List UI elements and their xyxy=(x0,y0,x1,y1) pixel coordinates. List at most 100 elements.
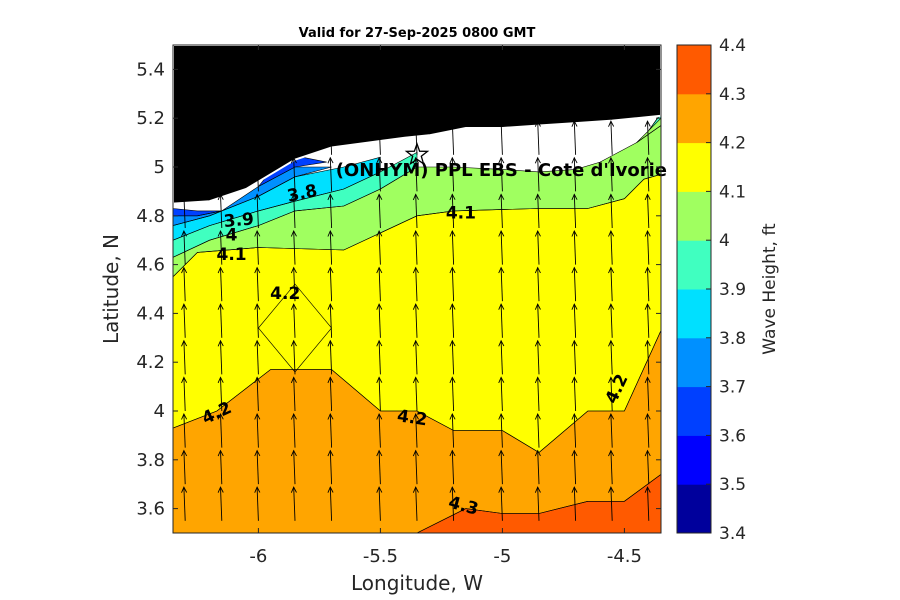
vector-arrow xyxy=(412,193,419,229)
contour-band-3.9 xyxy=(173,152,417,258)
vector-arrow xyxy=(412,449,419,485)
vector-arrow xyxy=(254,449,261,485)
vector-arrow xyxy=(217,120,224,155)
vector-arrow xyxy=(449,449,456,485)
y-tick-label: 4.2 xyxy=(136,352,165,373)
vector-arrow xyxy=(412,376,419,412)
vector-arrow xyxy=(498,412,505,448)
vector-arrow xyxy=(498,229,505,265)
colorbar-swatch xyxy=(677,240,711,290)
contour-line xyxy=(648,112,661,131)
x-tick-label: -5.5 xyxy=(363,546,398,567)
colorbar-tick-label: 3.6 xyxy=(719,426,746,446)
vector-arrow xyxy=(534,449,541,485)
x-axis: -6 -5.5 -5 -4.5 xyxy=(249,45,642,567)
vector-arrow xyxy=(644,266,651,302)
vector-arrow xyxy=(449,339,456,375)
vector-arrow xyxy=(571,266,578,302)
vector-arrow xyxy=(290,486,297,521)
vector-arrow xyxy=(254,339,261,375)
vector-arrow xyxy=(412,339,419,375)
vector-arrow xyxy=(254,266,261,302)
y-axis: 3.6 3.8 4 4.2 4.4 4.6 4.8 5 5.2 5.4 xyxy=(136,59,661,520)
vector-arrow xyxy=(217,339,224,375)
vector-arrow xyxy=(290,449,297,485)
contour-band-3.6 xyxy=(173,208,222,216)
vector-arrow xyxy=(498,303,505,338)
vector-arrow xyxy=(534,229,541,265)
vector-arrow xyxy=(376,376,383,412)
vector-arrow xyxy=(412,303,419,338)
contour-band-4.1 xyxy=(173,174,661,453)
vector-arrow xyxy=(217,376,224,412)
vector-arrow xyxy=(327,229,334,265)
vector-arrow xyxy=(644,486,651,521)
colorbar-swatch xyxy=(677,484,711,534)
vector-arrow xyxy=(254,156,261,192)
vector-arrow xyxy=(181,120,188,155)
vector-arrow xyxy=(571,156,578,192)
vector-arrow xyxy=(608,303,615,338)
vector-arrow xyxy=(449,229,456,265)
vector-arrow xyxy=(644,303,651,338)
vector-arrow xyxy=(217,266,224,302)
contour-line xyxy=(636,112,661,143)
vector-arrow xyxy=(608,486,615,521)
vector-arrow xyxy=(217,193,224,229)
colorbar-label: Wave Height, ft xyxy=(760,223,780,355)
vector-arrow xyxy=(290,266,297,302)
vector-arrow xyxy=(449,376,456,412)
vector-arrow xyxy=(181,266,188,302)
vector-arrow xyxy=(217,156,224,192)
colorbar-swatch xyxy=(677,435,711,485)
vector-arrow xyxy=(608,449,615,485)
y-axis-label: Latitude, N xyxy=(99,234,123,344)
vector-arrow xyxy=(376,303,383,338)
vector-arrow xyxy=(290,156,297,192)
station-label: (ONHYM) PPL EBS - Cote d'Ivorie xyxy=(336,160,667,181)
vector-arrow xyxy=(608,156,615,192)
vector-arrow xyxy=(571,486,578,521)
vector-arrow xyxy=(608,339,615,375)
vector-arrow xyxy=(290,229,297,265)
colorbar-tick-label: 3.9 xyxy=(719,280,746,300)
vector-arrow xyxy=(498,449,505,485)
vector-arrow xyxy=(498,266,505,302)
contour-lines xyxy=(173,112,661,533)
vector-arrow xyxy=(217,229,224,265)
y-tick-label: 5.2 xyxy=(136,108,165,129)
chart-title: Valid for 27-Sep-2025 0800 GMT xyxy=(299,26,536,41)
vector-arrow xyxy=(376,339,383,375)
vector-arrow xyxy=(449,156,456,192)
x-axis-label: Longitude, W xyxy=(351,571,483,595)
colorbar-swatch xyxy=(677,289,711,339)
vector-arrow xyxy=(571,449,578,485)
y-tick-label: 3.8 xyxy=(136,450,165,471)
vector-arrow xyxy=(449,303,456,338)
y-tick-label: 3.6 xyxy=(136,499,165,520)
colorbar-swatch xyxy=(677,386,711,436)
vector-arrow xyxy=(412,266,419,302)
vector-arrow xyxy=(534,486,541,521)
contour-labels: 3.83.944.14.14.24.2 4.24.24.3 xyxy=(199,181,632,520)
colorbar-swatch xyxy=(677,191,711,241)
vector-arrow xyxy=(608,193,615,229)
y-tick-label: 5.4 xyxy=(136,59,165,80)
colorbar-swatch xyxy=(677,337,711,388)
vector-arrow xyxy=(254,120,261,155)
vector-arrow xyxy=(217,486,224,521)
contour-label: 4 xyxy=(226,225,238,245)
station-star-icon xyxy=(404,141,430,166)
vector-arrow xyxy=(376,486,383,521)
vector-arrow xyxy=(498,193,505,229)
vector-arrow xyxy=(644,412,651,448)
vector-arrow xyxy=(254,376,261,412)
vector-arrow xyxy=(449,120,456,155)
contour-label: 4.2 xyxy=(396,406,429,430)
colorbar-swatch xyxy=(677,142,711,192)
y-tick-label: 4.6 xyxy=(136,255,165,276)
vector-arrow xyxy=(644,229,651,265)
vector-arrow xyxy=(498,120,505,155)
vector-arrow xyxy=(571,120,578,155)
